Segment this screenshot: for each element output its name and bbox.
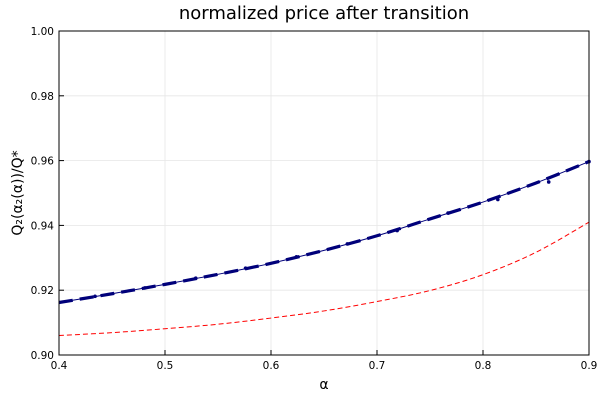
y-tick-label: 0.96 (31, 156, 55, 168)
data-series (58, 159, 591, 337)
x-axis-label: α (319, 377, 328, 393)
series-marker (294, 255, 299, 259)
y-tick-label: 0.90 (31, 350, 54, 362)
x-tick-label: 0.8 (475, 360, 492, 372)
series-marker (395, 228, 399, 233)
x-tick-label: 0.9 (581, 360, 598, 372)
plot-frame (58, 30, 590, 356)
series-marker (496, 197, 500, 202)
axis-ticks: 0.4 0.5 0.6 0.7 0.8 0.9 0.90 0.92 0.94 0.96 0.98 1.… (31, 26, 598, 372)
x-tick-label: 0.4 (51, 360, 68, 372)
series-marker (446, 211, 450, 215)
series-marker (143, 286, 147, 290)
series-marker (193, 276, 198, 281)
x-tick-label: 0.7 (369, 360, 386, 372)
series-line-blue-thin (58, 161, 590, 304)
series-marker (93, 294, 97, 299)
chart-title: normalized price after transition (179, 3, 469, 24)
series-line-blue-thick-dashed (58, 160, 590, 305)
x-tick-label: 0.5 (157, 360, 174, 372)
series-marker (546, 180, 551, 184)
series-marker (345, 242, 350, 246)
series-line-red-dashed (58, 221, 590, 337)
y-tick-label: 0.94 (31, 220, 55, 232)
y-axis-label: Q₂(α₂(α))/Q* (10, 150, 26, 235)
series-marker (243, 266, 248, 270)
y-tick-label: 0.92 (31, 285, 54, 297)
y-tick-label: 0.98 (31, 91, 54, 103)
y-tick-label: 1.00 (31, 26, 54, 38)
x-tick-label: 0.6 (263, 360, 280, 372)
